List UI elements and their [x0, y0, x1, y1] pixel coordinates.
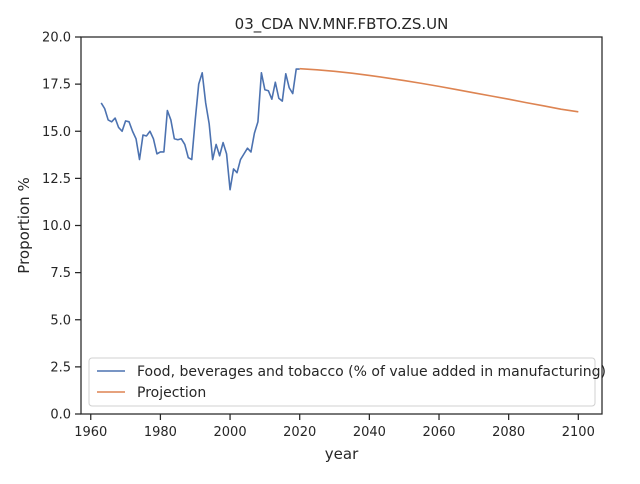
x-tick-label: 2060 — [422, 425, 455, 440]
axes: 1960 1980 2000 2020 2040 2060 2080 2100 0.0 2.5 5.… — [42, 31, 603, 440]
x-tick-label: 2020 — [283, 425, 316, 440]
y-tick-label: 7.5 — [50, 266, 71, 281]
y-tick-label: 2.5 — [50, 360, 71, 375]
legend-box — [88, 357, 596, 407]
x-tick-label: 2000 — [214, 425, 247, 440]
y-tick-label: 0.0 — [50, 408, 71, 423]
x-axis-label: year — [325, 445, 359, 463]
x-tick-label: 2100 — [562, 425, 595, 440]
x-tick-label: 2080 — [492, 425, 525, 440]
y-tick-label: 20.0 — [42, 31, 71, 46]
y-tick-label: 12.5 — [42, 172, 71, 187]
plot-frame — [80, 36, 603, 415]
y-tick-label: 15.0 — [42, 125, 71, 140]
legend-label-2: Projection — [137, 385, 206, 401]
y-tick-label: 17.5 — [42, 78, 71, 93]
chart-title: 03_CDA NV.MNF.FBTO.ZS.UN — [235, 15, 449, 34]
x-tick-label: 2040 — [353, 425, 386, 440]
series-line-2 — [299, 67, 579, 113]
x-tick-label: 1980 — [144, 425, 177, 440]
y-tick-label: 5.0 — [50, 313, 71, 328]
series-line-1 — [100, 68, 300, 191]
y-axis-label: Proportion % — [15, 177, 33, 273]
legend: Food, beverages and tobacco (% of value … — [88, 357, 606, 407]
series-lines — [100, 67, 579, 191]
legend-label-1: Food, beverages and tobacco (% of value … — [137, 364, 606, 380]
y-tick-label: 10.0 — [42, 219, 71, 234]
x-tick-label: 1960 — [74, 425, 107, 440]
